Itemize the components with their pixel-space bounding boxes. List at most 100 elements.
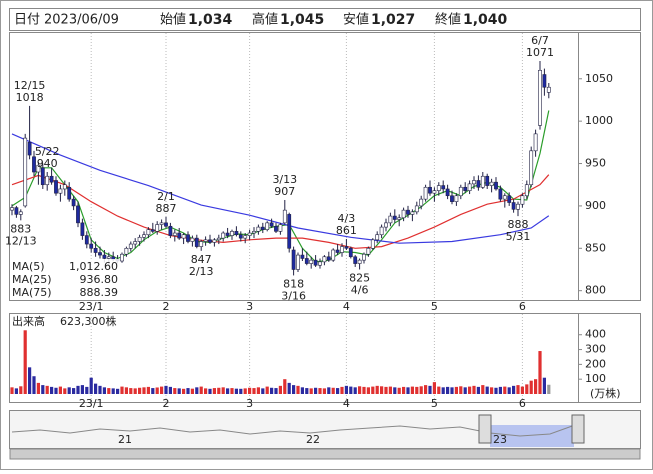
volume-bar xyxy=(252,388,256,394)
annotation-price: 847 xyxy=(191,253,212,266)
volume-bar xyxy=(111,388,115,394)
x-tick-label: 23/1 xyxy=(79,397,104,410)
candle-body xyxy=(353,256,358,264)
candle-body xyxy=(18,211,23,215)
candle-body xyxy=(388,215,393,224)
volume-bar xyxy=(375,385,379,394)
volume-bar xyxy=(129,388,133,394)
candle-body xyxy=(243,235,248,239)
volume-bar xyxy=(542,377,546,394)
volume-y-tick-label: 200 xyxy=(585,357,606,370)
volume-bar xyxy=(23,330,27,394)
x-tick-label: 23/1 xyxy=(79,300,104,313)
candle-body xyxy=(441,185,446,190)
navigator-handle-right[interactable] xyxy=(571,414,585,444)
candle-body xyxy=(392,215,397,220)
candle-body xyxy=(80,222,85,236)
candle-body xyxy=(309,259,314,264)
volume-bar xyxy=(534,379,538,394)
volume-bar xyxy=(265,386,269,394)
volume-bar xyxy=(397,387,401,394)
volume-bar xyxy=(538,351,542,394)
volume-bar xyxy=(432,382,436,394)
candle-body xyxy=(326,256,331,261)
volume-bar xyxy=(393,387,397,394)
candle-body xyxy=(40,167,45,186)
volume-bar xyxy=(72,388,76,394)
scrollbar[interactable] xyxy=(9,448,641,460)
header-label: 始値 xyxy=(160,12,186,28)
candle-body xyxy=(62,184,67,190)
volume-bar xyxy=(243,388,247,394)
candle-body xyxy=(84,235,89,245)
volume-last: 623,300株 xyxy=(60,314,117,328)
price-panel xyxy=(9,32,641,301)
volume-bar xyxy=(318,388,322,394)
candle-body xyxy=(318,261,322,266)
volume-bar xyxy=(371,386,375,394)
candle-body xyxy=(45,175,50,186)
x-tick-label: 4 xyxy=(343,397,350,410)
moving-average-line xyxy=(11,110,550,263)
volume-bar xyxy=(296,385,300,394)
y-tick-label: 850 xyxy=(585,241,606,254)
date-value: 2023/06/09 xyxy=(44,13,119,28)
candle-body xyxy=(520,195,525,205)
navigator-handle-left[interactable] xyxy=(478,414,492,444)
header-value: 1,040 xyxy=(463,12,508,28)
volume-bar xyxy=(133,388,137,394)
volume-bar xyxy=(168,386,172,394)
volume-bar xyxy=(358,386,362,394)
candle-body xyxy=(397,217,402,220)
candle-body xyxy=(366,247,371,255)
navigator-selection[interactable] xyxy=(490,425,574,447)
candle-body xyxy=(428,186,432,194)
candle-body xyxy=(278,224,283,232)
candle-body xyxy=(340,246,344,253)
candle-body xyxy=(287,214,292,249)
volume-bar xyxy=(85,386,89,394)
volume-bar xyxy=(155,387,159,394)
candle-body xyxy=(304,258,309,264)
volume-bar xyxy=(142,387,146,394)
volume-bar xyxy=(94,383,98,394)
candle-body xyxy=(54,180,58,194)
x-tick-label: 5 xyxy=(431,397,438,410)
candle-body xyxy=(238,234,243,239)
volume-bar xyxy=(322,388,326,394)
volume-bar xyxy=(230,388,234,394)
annotation-price: 818 xyxy=(283,277,304,290)
volume-bar xyxy=(76,385,80,394)
candle-body xyxy=(476,180,481,188)
candle-body xyxy=(335,249,340,253)
volume-bar xyxy=(336,388,340,394)
candle-body xyxy=(256,226,261,232)
volume-bar xyxy=(406,387,410,394)
candle-body xyxy=(410,211,415,215)
annotation-date: 6/7 xyxy=(531,34,549,47)
candle-body xyxy=(133,241,138,245)
volume-bar xyxy=(32,376,36,394)
ma-legend-value: 888.39 xyxy=(80,286,119,299)
candle-body xyxy=(216,237,221,241)
volume-bar xyxy=(380,386,384,394)
candle-body xyxy=(370,239,375,249)
volume-bar xyxy=(305,388,309,394)
candle-body xyxy=(76,205,80,224)
candle-body xyxy=(542,74,547,88)
volume-bar xyxy=(217,387,221,394)
candle-body xyxy=(221,232,226,239)
volume-bar xyxy=(182,388,186,394)
volume-bar xyxy=(327,387,331,394)
candle-body xyxy=(300,254,305,259)
candle-body xyxy=(313,259,318,266)
candle-body xyxy=(362,253,366,261)
candle-body xyxy=(120,253,124,262)
annotation-date: 5/31 xyxy=(506,230,531,243)
candle-body xyxy=(252,231,256,234)
annotation-price: 940 xyxy=(37,157,58,170)
volume-bar xyxy=(485,386,489,394)
header-box xyxy=(9,8,641,31)
date-label: 日付 xyxy=(14,13,40,28)
